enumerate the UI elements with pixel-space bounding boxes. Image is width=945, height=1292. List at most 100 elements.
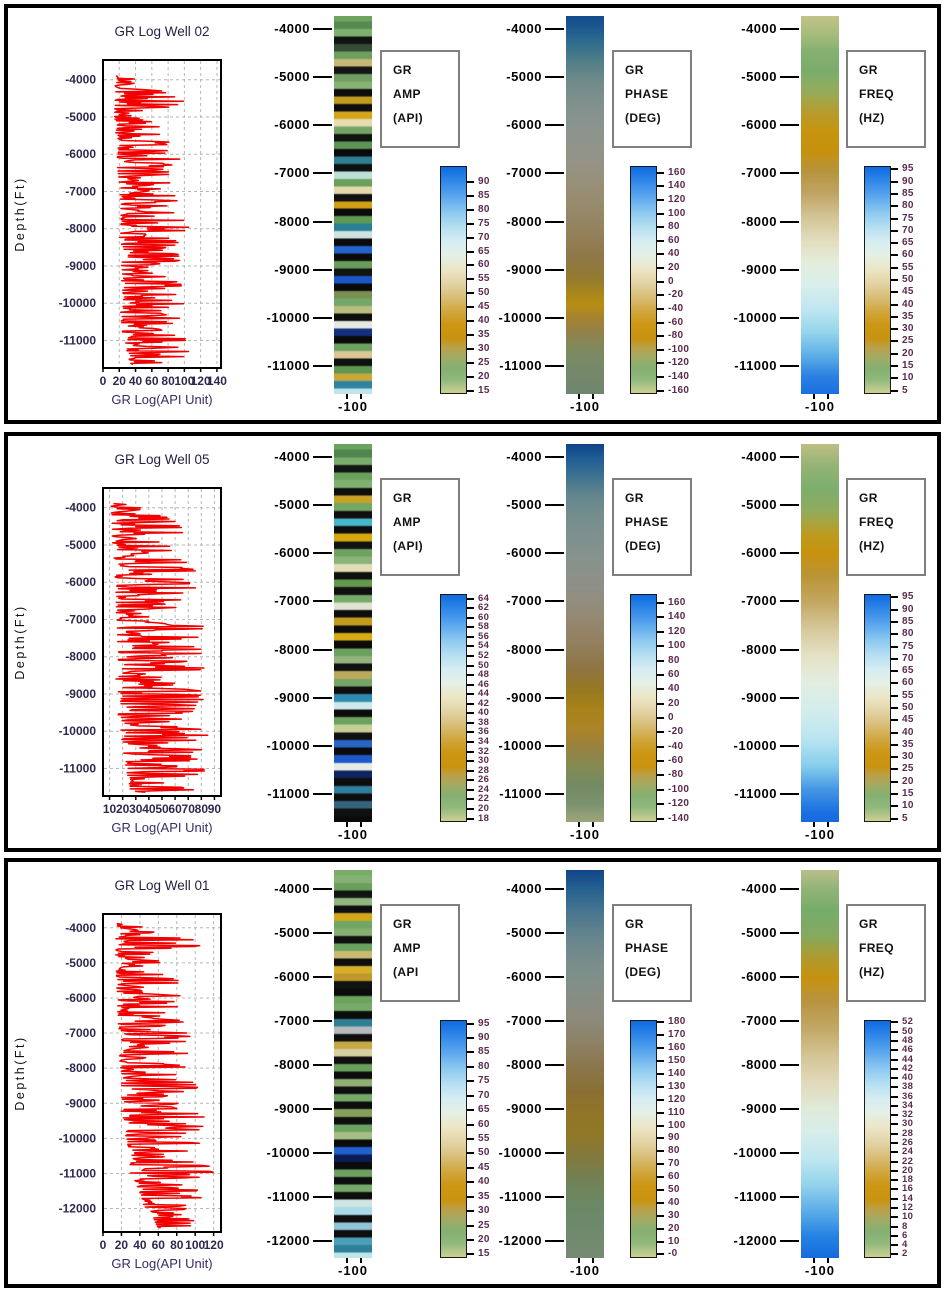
colorbar-tick-mark (891, 682, 898, 685)
depth-tick-mark (780, 976, 799, 979)
depth-tick-label: -9000 (741, 1101, 777, 1117)
depth-tick-mark (545, 220, 564, 223)
depth-tick-label: -7000 (741, 1013, 777, 1029)
colorbar-tick-label: 64 (478, 592, 490, 604)
colorbar-tick-label: 85 (902, 187, 914, 199)
colorbar-tick-label: 50 (902, 702, 914, 713)
colorbar-tick-mark (891, 805, 898, 808)
colorbar-tick-mark (891, 707, 898, 709)
colorbar-tick-mark (467, 320, 474, 323)
colorbar-tick-mark (467, 1239, 474, 1241)
x-tick-label: 20 (115, 1238, 129, 1252)
colorbar-tick-label: 160 (668, 597, 686, 609)
colorbar-tick-label: 10 (902, 372, 914, 384)
colorbar-tick-mark (467, 693, 474, 696)
y-tick-label: -4000 (65, 921, 96, 935)
depth-tick-label: -11000 (734, 358, 777, 374)
colorbar-tick-label: 15 (478, 384, 490, 396)
colorbar-tick-label: 80 (668, 1145, 680, 1157)
y-tick-label: -4000 (65, 501, 96, 515)
depth-tick-mark (780, 27, 799, 30)
gr-log-chart-well-01: GR Log Well 01 Depth(Ft) -4000 -5000 -6000 -7… (13, 878, 224, 1271)
depth-tick-mark (780, 600, 799, 603)
depth-tick-mark (313, 220, 332, 223)
depth-tick-mark (313, 503, 332, 506)
depth-tick-mark (313, 648, 332, 651)
colorbar-tick-mark (891, 1253, 898, 1256)
colorbar-tick-mark (467, 683, 474, 686)
y-tick-label: -9000 (65, 1096, 96, 1110)
colorbar-tick-label: 52 (478, 649, 490, 661)
strip-gradient (334, 444, 372, 822)
colorbar-tick-mark (657, 659, 664, 662)
depth-tick-label: -6000 (741, 117, 777, 133)
colorbar-tick-label: -20 (668, 726, 684, 738)
depth-tick-label: -8000 (741, 213, 777, 229)
depth-tick-mark (545, 888, 564, 891)
colorbar-tick-mark (891, 180, 898, 183)
colorbar-tick-mark (467, 750, 474, 753)
colorbar-tick-label: 35 (478, 328, 490, 340)
colorbar-tick-label: 45 (902, 714, 914, 726)
colorbar-tick-mark (467, 1210, 474, 1213)
colorbar-tick-label: 100 (668, 207, 686, 219)
colorbar-tick-label: 32 (478, 745, 490, 757)
depth-tick-label: -8000 (506, 213, 542, 229)
depth-tick-mark (545, 793, 564, 796)
strip-label-line: (HZ) (859, 539, 885, 553)
colorbar-tick-label: 120 (668, 1093, 686, 1105)
colorbar-tick-label: -60 (668, 316, 684, 328)
y-tick-label: -10000 (59, 724, 97, 738)
colorbar (440, 594, 467, 822)
depth-tick-label: -5000 (741, 925, 777, 941)
strip-label-line: GR (859, 491, 878, 505)
colorbar-tick-mark (657, 375, 664, 378)
y-tick-label: -8000 (65, 222, 96, 236)
colorbar-tick-label: 70 (902, 652, 914, 664)
colorbar-tick-mark (467, 1152, 474, 1155)
depth-tick-mark (313, 745, 332, 748)
colorbar-tick-label: 26 (902, 1137, 914, 1149)
depth-tick-label: -5000 (274, 496, 310, 512)
colorbar-tick-label: 35 (902, 310, 914, 322)
strip-label-line: GR (393, 491, 412, 505)
colorbar-tick-mark (891, 1067, 898, 1070)
colorbar-tick-mark (891, 389, 898, 392)
colorbar-tick-label: 48 (478, 669, 490, 681)
colorbar-tick-label: -140 (668, 812, 690, 824)
colorbar-tick-label: 65 (478, 1104, 490, 1116)
colorbar-tick-label: 28 (478, 764, 490, 776)
depth-tick-label: -9000 (506, 1101, 542, 1117)
depth-tick-mark (313, 1152, 332, 1155)
colorbar-tick-mark (467, 721, 474, 724)
colorbar-tick-label: 90 (478, 1031, 490, 1043)
colorbar-tick-mark (467, 1166, 474, 1169)
depth-tick-label: -5000 (506, 496, 542, 512)
colorbar-tick-mark (467, 808, 474, 810)
depth-tick-label: -9000 (274, 261, 310, 277)
strip-label-line: (DEG) (625, 539, 661, 553)
colorbar-tick-mark (467, 779, 474, 782)
depth-tick-mark (313, 1108, 332, 1111)
strip-axis-tick (360, 1258, 362, 1263)
depth-tick-mark (545, 648, 564, 651)
strip-label-box: GR PHASE (DEG) (612, 904, 692, 1002)
colorbar-tick-label: 40 (478, 707, 490, 719)
colorbar-tick-label: 16 (902, 1183, 914, 1195)
colorbar-tick-mark (657, 731, 664, 734)
colorbar-tick-label: 95 (478, 1017, 490, 1029)
x-tick-label: 80 (195, 802, 209, 816)
depth-tick-label: -11000 (499, 1189, 542, 1205)
depth-tick-label: -5000 (274, 925, 310, 941)
depth-tick-label: -10000 (733, 310, 777, 326)
colorbar-tick-mark (657, 702, 664, 705)
strip-label-line: GR (625, 63, 644, 77)
colorbar-tick-mark (657, 1085, 664, 1088)
depth-tick-mark (313, 172, 332, 175)
y-axis-label: Depth(Ft) (13, 1035, 27, 1110)
colorbar-tick-label: 0 (668, 712, 674, 724)
depth-tick-label: -6000 (274, 117, 310, 133)
colorbar-tick-label: 80 (902, 200, 914, 212)
colorbar-tick-mark (891, 205, 898, 208)
